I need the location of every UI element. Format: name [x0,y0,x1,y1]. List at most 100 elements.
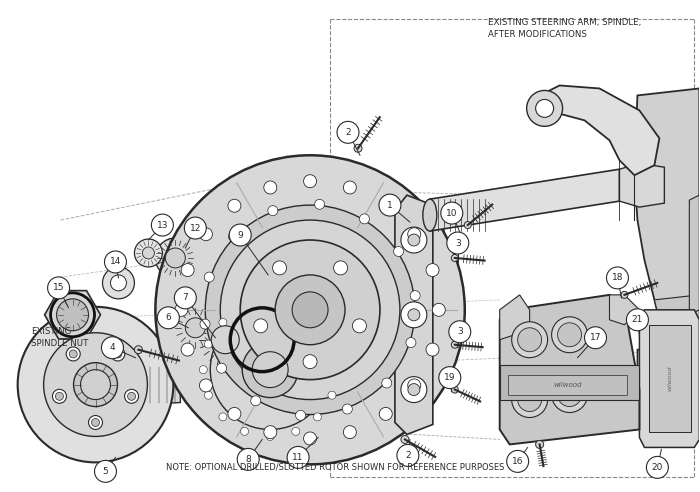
Circle shape [354,144,362,152]
Circle shape [210,310,330,430]
Circle shape [433,304,445,316]
Circle shape [151,214,174,236]
Circle shape [237,448,259,470]
Circle shape [134,239,162,267]
Text: 8: 8 [245,455,251,464]
Circle shape [382,378,392,388]
Circle shape [74,363,118,406]
Circle shape [408,309,420,321]
Circle shape [426,343,439,356]
Circle shape [88,416,102,430]
Text: 3: 3 [455,239,461,247]
Circle shape [379,407,392,420]
Text: NOTE: OPTIONAL DRILLED/SLOTTED ROTOR SHOWN FOR REFERENCE PURPOSES: NOTE: OPTIONAL DRILLED/SLOTTED ROTOR SHO… [167,463,505,472]
Circle shape [379,194,401,216]
Circle shape [186,318,205,338]
Text: 3: 3 [457,327,463,336]
Circle shape [626,309,648,331]
Circle shape [379,199,392,212]
Polygon shape [500,295,639,444]
Text: 19: 19 [444,373,456,382]
Circle shape [211,326,239,354]
Polygon shape [634,89,699,355]
Circle shape [397,444,419,466]
Circle shape [552,377,587,412]
Polygon shape [610,295,639,325]
Circle shape [251,396,260,406]
Circle shape [134,346,142,354]
Circle shape [441,202,463,224]
Circle shape [536,99,554,118]
Circle shape [401,377,427,402]
Circle shape [199,228,212,241]
Circle shape [365,282,377,294]
Circle shape [292,428,300,435]
Polygon shape [530,86,659,175]
Text: 10: 10 [446,209,458,217]
Circle shape [304,282,316,294]
Circle shape [228,407,241,420]
Circle shape [266,299,274,307]
Circle shape [204,391,212,399]
Circle shape [43,333,148,436]
Circle shape [219,318,227,326]
Text: 12: 12 [190,223,201,233]
Circle shape [328,391,336,399]
Polygon shape [620,163,664,207]
Circle shape [241,428,248,435]
Text: 2: 2 [405,451,411,460]
Circle shape [228,199,241,212]
Polygon shape [500,295,530,340]
Text: wilwood: wilwood [668,366,673,391]
Circle shape [558,383,582,406]
Circle shape [292,292,328,328]
Circle shape [158,307,179,329]
Circle shape [393,246,404,256]
Circle shape [584,327,606,349]
Circle shape [57,299,88,331]
Circle shape [606,267,629,289]
Polygon shape [638,340,699,444]
Circle shape [408,384,420,396]
Circle shape [69,350,77,358]
Circle shape [426,264,439,277]
Circle shape [272,262,408,398]
Circle shape [344,181,356,194]
Circle shape [165,248,186,268]
Circle shape [200,319,210,329]
Text: 4: 4 [110,343,116,352]
Circle shape [518,388,542,411]
Circle shape [199,379,212,392]
Circle shape [334,261,348,275]
Circle shape [94,461,116,482]
Circle shape [292,304,300,312]
Circle shape [242,342,298,398]
Circle shape [449,321,471,343]
Circle shape [285,340,297,352]
Circle shape [220,220,400,400]
Circle shape [552,317,587,353]
Circle shape [314,199,325,209]
Bar [500,365,639,400]
Circle shape [295,410,306,420]
Circle shape [646,457,668,478]
Text: 13: 13 [157,220,168,230]
Circle shape [406,338,416,347]
Circle shape [102,267,134,299]
Circle shape [452,341,458,348]
Circle shape [111,275,127,291]
Circle shape [219,413,227,421]
Polygon shape [639,310,699,447]
Circle shape [240,240,380,380]
Ellipse shape [423,199,437,231]
Circle shape [507,450,528,472]
Circle shape [384,340,395,352]
Circle shape [48,277,69,299]
Circle shape [401,435,409,443]
Text: 6: 6 [165,313,172,322]
Circle shape [337,122,359,143]
Circle shape [518,328,542,352]
Circle shape [181,343,194,356]
Circle shape [142,247,155,259]
Circle shape [155,238,195,278]
